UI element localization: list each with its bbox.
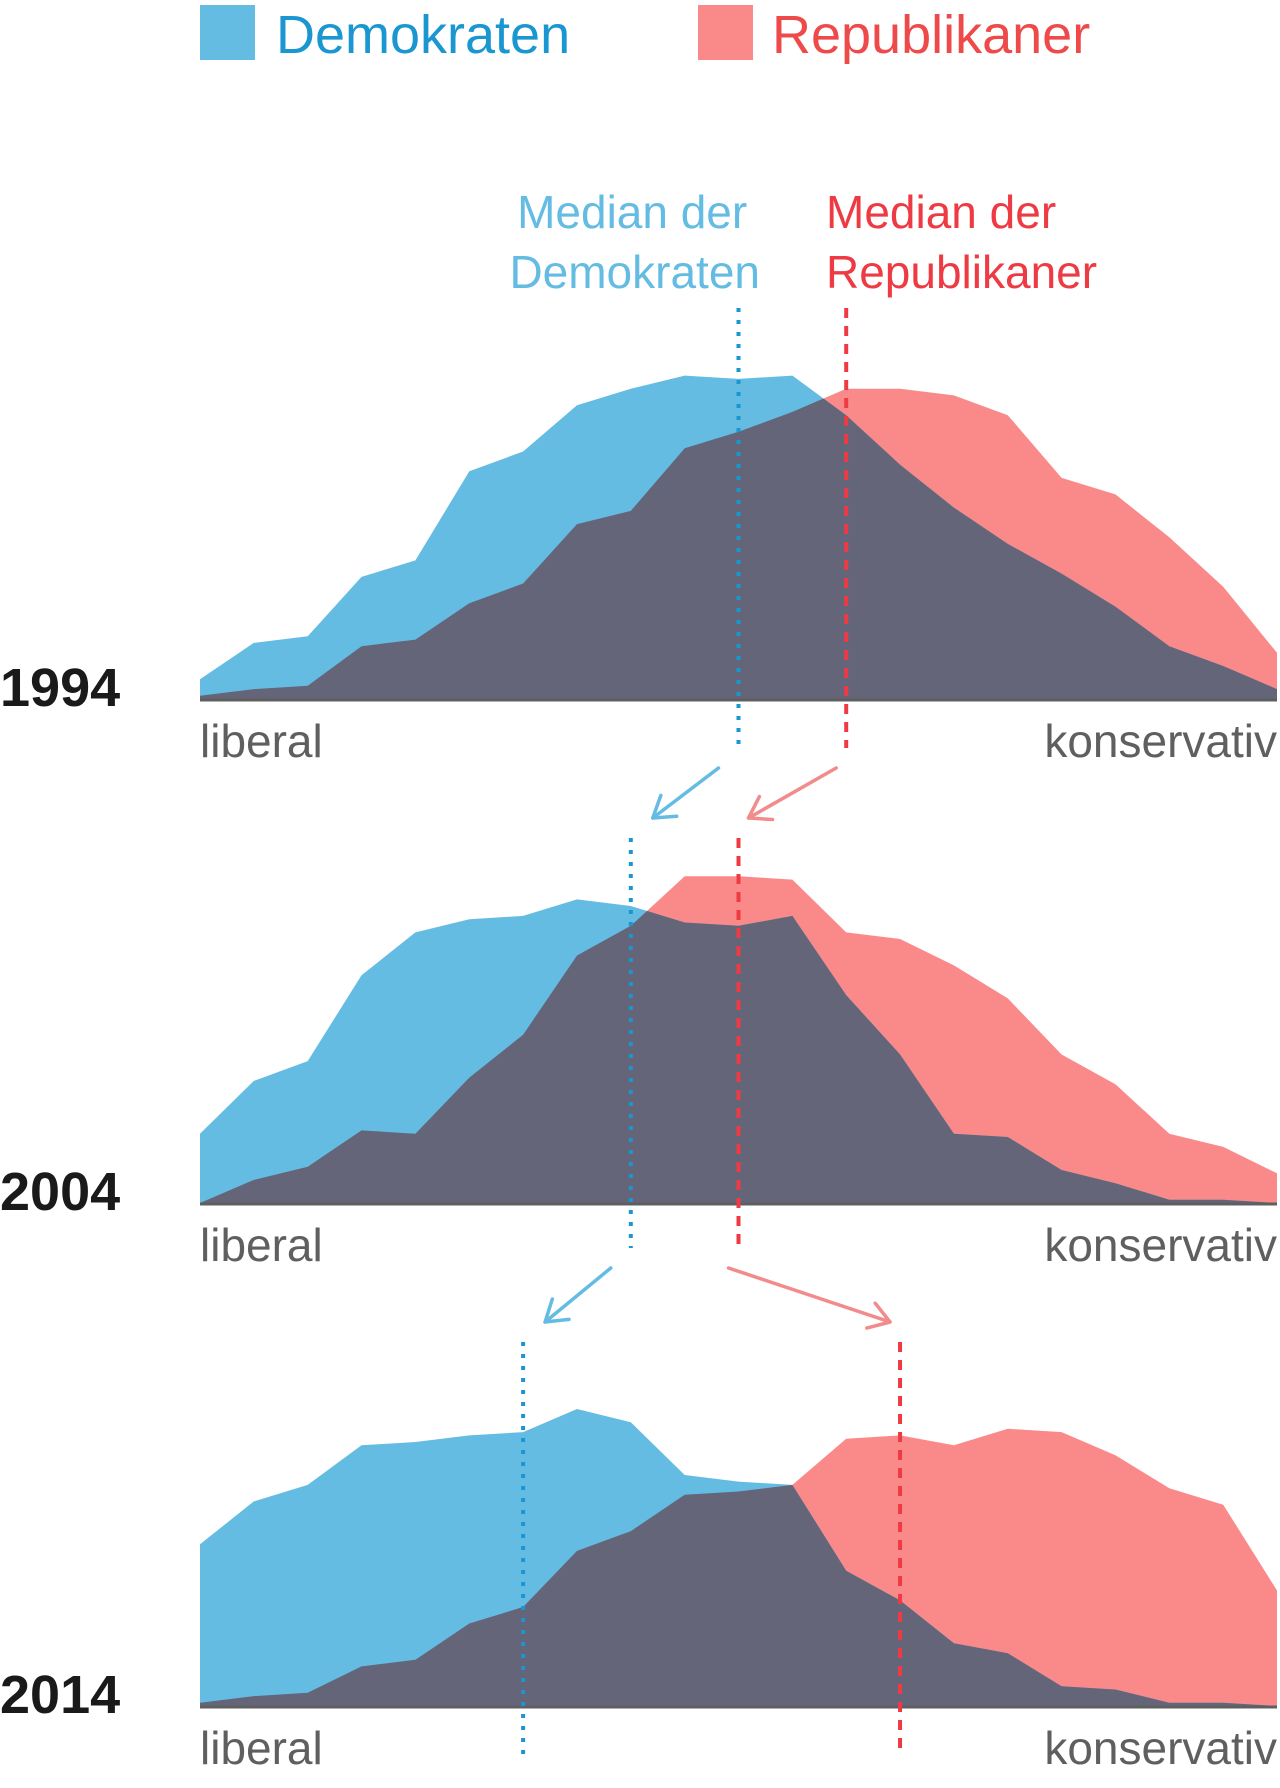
- axis-label-liberal: liberal: [200, 715, 323, 767]
- arrow-rep-2004-2014: [726, 1266, 892, 1330]
- axis-label-konservativ: konservativ: [1044, 1219, 1277, 1271]
- axis-label-konservativ: konservativ: [1044, 1722, 1277, 1774]
- axis-label-liberal: liberal: [200, 1219, 323, 1271]
- axis-label-konservativ: konservativ: [1044, 715, 1277, 767]
- panel-2004: 2004 liberal konservativ: [0, 838, 1277, 1271]
- axis-label-liberal: liberal: [200, 1722, 323, 1774]
- median-shift-arrows: [543, 766, 892, 1330]
- median-label-rep-line-1: Median der: [826, 186, 1056, 238]
- median-label-dem-line-1: Median der: [517, 186, 747, 238]
- legend-label-dem: Demokraten: [276, 5, 570, 65]
- panels: 1994 liberal konservativ 2004 liberal konserv…: [0, 308, 1277, 1774]
- legend: Demokraten Republikaner: [200, 5, 1090, 65]
- median-label-rep: Median der Republikaner: [826, 186, 1097, 298]
- arrow-dem-2004-2014: [543, 1266, 613, 1324]
- median-label-dem-line-2: Demokraten: [509, 246, 760, 298]
- arrow-dem-1994-2004: [651, 766, 721, 820]
- panel-2014: 2014 liberal konservativ: [0, 1342, 1277, 1774]
- median-labels: Median der Demokraten Median der Republi…: [509, 186, 1097, 298]
- legend-swatch-dem: [200, 5, 255, 60]
- year-label-2004: 2004: [0, 1162, 120, 1222]
- panel-1994: 1994 liberal konservativ: [0, 308, 1277, 767]
- legend-swatch-rep: [698, 5, 753, 60]
- year-label-2014: 2014: [0, 1665, 120, 1725]
- median-label-dem: Median der Demokraten: [509, 186, 760, 298]
- year-label-1994: 1994: [0, 658, 120, 718]
- legend-label-rep: Republikaner: [772, 5, 1090, 65]
- arrow-rep-1994-2004: [746, 766, 838, 822]
- median-label-rep-line-2: Republikaner: [826, 246, 1097, 298]
